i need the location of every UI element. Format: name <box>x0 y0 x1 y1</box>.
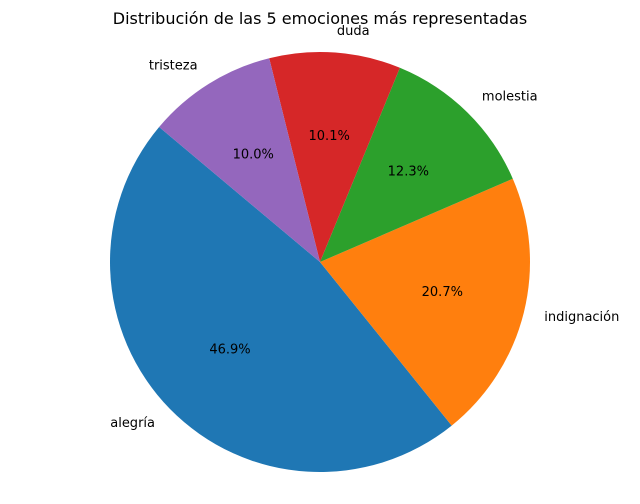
slice-percent-1: 20.7% <box>422 285 463 300</box>
pie-slice-2 <box>320 67 513 262</box>
chart-title: Distribución de las 5 emociones más repr… <box>113 9 527 28</box>
slice-percent-3: 10.1% <box>309 129 350 144</box>
pie-slice-4 <box>159 58 320 262</box>
pie-slices <box>109 52 530 473</box>
pie-slice-0 <box>109 127 452 473</box>
pie-labels: alegría 46.9% indignación 20.7% molestia 12.3… <box>110 24 619 431</box>
slice-percent-4: 10.0% <box>233 148 274 163</box>
slice-percent-2: 12.3% <box>388 165 429 180</box>
slice-label-3: duda <box>337 24 370 39</box>
pie-slice-3 <box>269 52 400 263</box>
slice-label-1: indignación <box>544 310 619 325</box>
slice-label-2: molestia <box>482 90 538 105</box>
slice-label-4: tristeza <box>149 59 198 74</box>
pie-slice-1 <box>320 178 530 426</box>
slice-label-0: alegría <box>110 416 155 431</box>
slice-percent-0: 46.9% <box>209 343 250 358</box>
